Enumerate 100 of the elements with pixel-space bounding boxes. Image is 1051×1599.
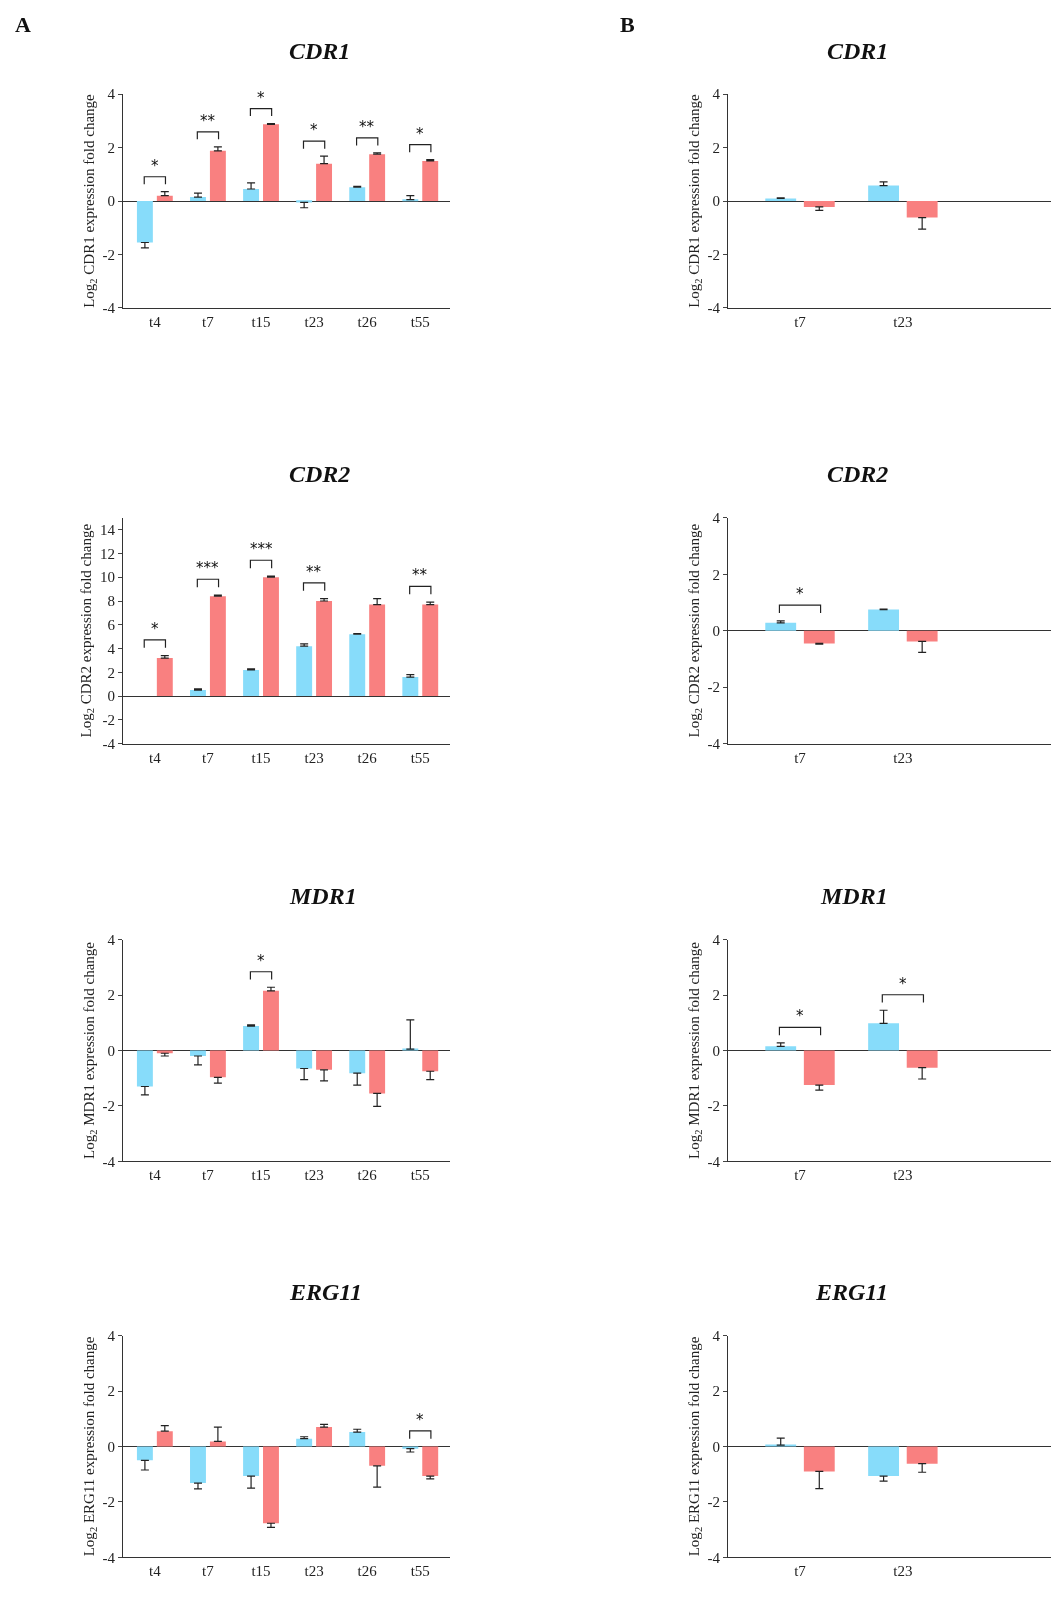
bar [765,622,797,631]
y-tick-label: 8 [107,593,115,610]
bar [190,1446,206,1484]
y-tick-label: 4 [107,1327,116,1344]
bar [263,990,279,1051]
x-tick-label: t15 [251,749,271,766]
chart-title: ERG11 [289,1279,363,1305]
x-tick-label: t15 [251,1167,271,1184]
x-tick-label: t7 [202,1563,215,1580]
bar [402,677,419,697]
y-tick-label: 0 [107,1438,115,1455]
y-tick-label: -2 [102,1098,115,1115]
bar [868,185,900,202]
y-tick-label: -4 [707,1153,721,1170]
x-tick-label: t23 [304,313,324,330]
x-tick-label: t23 [304,1167,324,1184]
y-tick-label: -2 [707,1494,720,1511]
y-tick-label: -2 [102,1494,115,1511]
chart-title: CDR2 [827,461,889,487]
bar [316,163,333,202]
bar [209,1441,226,1447]
y-tick-label: 0 [107,1042,115,1059]
x-tick-label: t7 [202,1167,215,1184]
x-tick-label: t7 [202,749,215,766]
bar [209,596,226,697]
y-tick-label: -4 [102,300,116,317]
x-tick-label: t23 [893,749,913,766]
y-tick-label: 4 [712,510,721,527]
annotation: * [310,121,318,139]
bar [369,154,386,202]
bar [136,201,153,243]
bar [243,1026,260,1051]
x-tick-label: t4 [149,1563,162,1580]
chart-title: ERG11 [815,1279,889,1305]
bar [369,1446,386,1466]
annotation: * [899,975,907,993]
y-tick-label: 4 [712,1327,721,1344]
bar [765,198,797,202]
x-tick-label: t15 [251,313,271,330]
bar [803,201,835,207]
x-tick-label: t26 [357,313,378,330]
bar [136,1050,153,1087]
x-tick-label: t4 [149,1167,162,1184]
annotation: *** [250,540,273,558]
chart-title: MDR1 [820,883,888,909]
y-tick-label: -4 [102,1549,116,1566]
annotation: ** [412,566,428,584]
bar [422,1446,439,1477]
y-tick-label: -4 [707,735,721,752]
bar [349,1050,366,1074]
bar [156,1050,173,1054]
x-tick-label: t7 [794,313,807,330]
bar [765,1046,797,1051]
bar [209,150,226,202]
y-tick-label: -2 [707,246,720,263]
bar [296,1438,313,1447]
x-tick-label: t55 [410,1563,430,1580]
bar [906,201,938,218]
y-tick-label: 2 [712,139,720,156]
y-tick-label: 2 [712,1383,720,1400]
y-tick-label: 4 [712,86,721,103]
y-tick-label: -2 [707,679,720,696]
bar [316,601,333,697]
x-tick-label: t7 [202,313,215,330]
y-tick-label: 2 [712,987,720,1004]
y-tick-label: 2 [107,664,115,681]
bar [906,630,938,642]
bar [422,160,439,202]
y-tick-label: 14 [100,521,116,538]
bar [369,604,386,697]
y-tick-label: 0 [107,688,115,705]
y-tick-label: 6 [107,617,116,634]
bar [868,1023,900,1051]
bar [349,634,366,697]
chart-title: CDR2 [289,461,351,487]
annotation: ** [359,118,375,136]
bar [803,630,835,644]
annotation: *** [196,559,219,577]
y-tick-label: 4 [712,931,721,948]
bar [803,1050,835,1086]
bar [369,1050,386,1094]
x-tick-label: t55 [410,749,430,766]
x-tick-label: t7 [794,749,807,766]
y-tick-label: -4 [707,300,721,317]
x-tick-label: t23 [893,1563,913,1580]
y-tick-label: 2 [107,139,115,156]
text: B [620,12,635,37]
chart-title: CDR1 [827,38,889,64]
bar [906,1050,938,1068]
annotation: * [257,89,265,107]
y-tick-label: 0 [712,193,720,210]
y-tick-label: -2 [707,1098,720,1115]
y-tick-label: 12 [100,545,115,562]
x-tick-label: t7 [794,1167,807,1184]
bar [190,1050,206,1056]
x-tick-label: t15 [251,1563,271,1580]
y-tick-label: -2 [102,246,115,263]
bar [190,690,206,697]
x-tick-label: t23 [893,1167,913,1184]
bar [296,1050,313,1069]
